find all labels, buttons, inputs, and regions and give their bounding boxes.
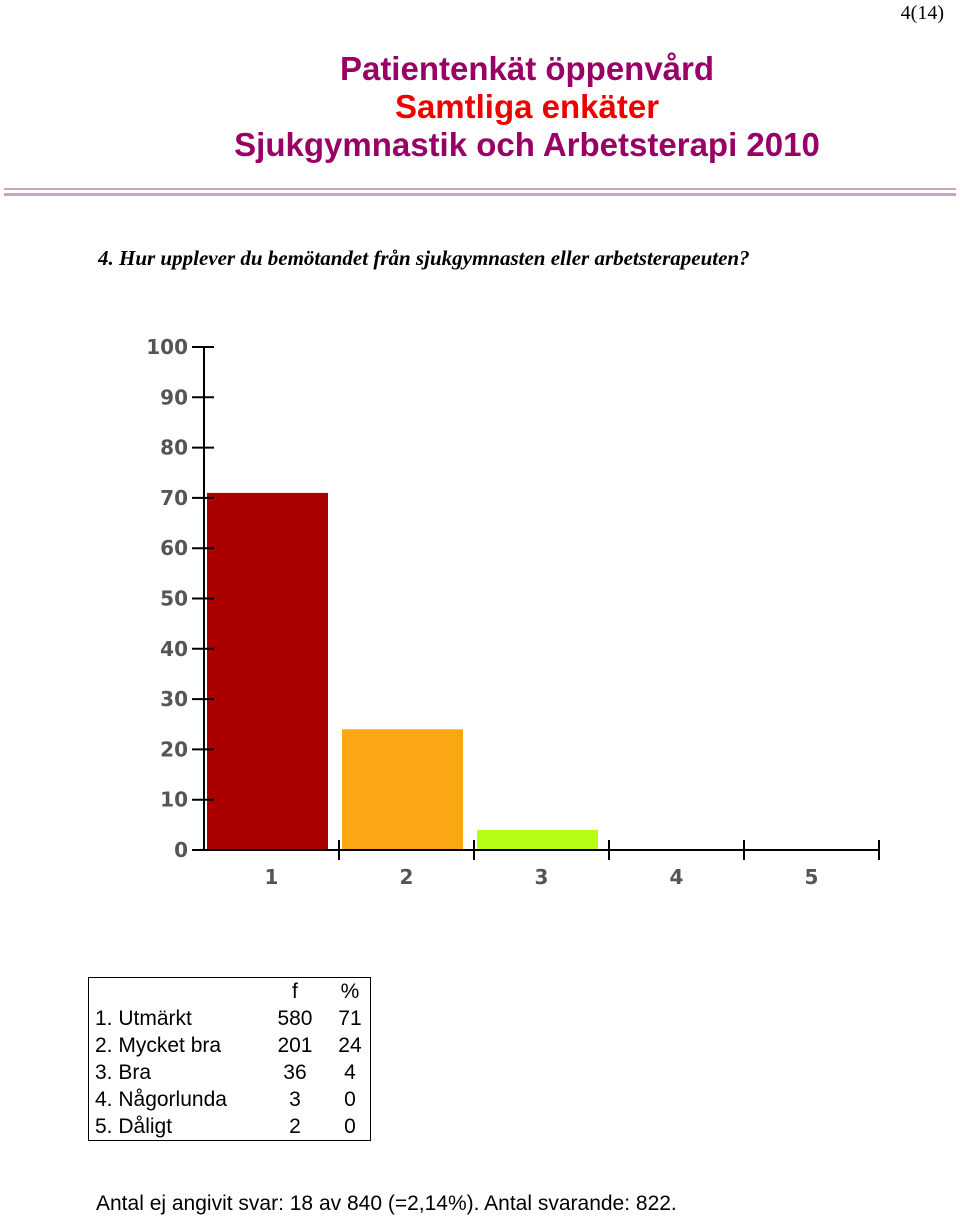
x-tick-label-5: 5 <box>805 865 819 889</box>
question-text: 4. Hur upplever du bemötandet från sjukg… <box>98 246 750 270</box>
y-tick-label-80: 80 <box>160 436 188 460</box>
table-header-row: f% <box>89 978 371 1006</box>
bar-3 <box>477 829 598 850</box>
table-row: 4. Någorlunda 3 0 <box>89 1086 371 1113</box>
y-tick-label-0: 0 <box>174 838 188 862</box>
bar-chart: 0 10 20 30 40 50 60 70 80 90 100 1 2 3 4 5 <box>146 335 880 889</box>
report-department: Sjukgymnastik och Arbetsterapi 2010 <box>234 126 820 163</box>
table-cell-value: 0 <box>344 1115 356 1138</box>
table-cell-value: 36 <box>283 1061 307 1084</box>
table-cell-value: f <box>292 980 298 1003</box>
header-divider-bottom <box>4 193 956 196</box>
y-tick-label-60: 60 <box>160 536 188 560</box>
table-cell-label: 3. Bra <box>95 1061 152 1084</box>
y-tick-label-70: 70 <box>160 486 188 510</box>
y-tick-label-100: 100 <box>146 335 188 359</box>
y-tick-label-30: 30 <box>160 687 188 711</box>
table-cell-value: 2 <box>289 1115 301 1138</box>
bar-2 <box>342 729 463 850</box>
response-summary: Antal ej angivit svar: 18 av 840 (=2,14%… <box>96 1192 677 1215</box>
table-cell-value: % <box>340 980 360 1003</box>
y-tick-label-90: 90 <box>160 385 188 409</box>
table-cell-value: 4 <box>344 1061 356 1084</box>
table-cell-value: 3 <box>289 1088 301 1111</box>
x-tick-label-1: 1 <box>265 865 279 889</box>
table-cell-value: 580 <box>277 1007 313 1030</box>
frequency-table: f% 1. Utmärkt 580 71 2. Mycket bra 201 24 3. Br… <box>88 977 371 1141</box>
table-cell-value: 0 <box>344 1088 356 1111</box>
y-tick-label-50: 50 <box>160 587 188 611</box>
table-row: 1. Utmärkt 580 71 <box>89 1005 371 1032</box>
x-tick-label-3: 3 <box>535 865 549 889</box>
report-title: Patientenkät öppenvård <box>339 50 715 87</box>
page-number: 4(14) <box>900 2 944 24</box>
header-divider-top <box>4 188 956 190</box>
bar-1 <box>207 492 328 850</box>
x-tick-label-2: 2 <box>400 865 414 889</box>
table-cell-label: 1. Utmärkt <box>95 1007 192 1030</box>
table-row: 3. Bra 36 4 <box>89 1059 371 1086</box>
table-row: 2. Mycket bra 201 24 <box>89 1032 371 1059</box>
table-cell-value: 24 <box>338 1034 362 1057</box>
y-tick-label-40: 40 <box>160 637 188 661</box>
y-tick-label-20: 20 <box>160 737 188 761</box>
table-cell-label: 2. Mycket bra <box>95 1034 222 1057</box>
table-cell-value: 71 <box>338 1007 362 1030</box>
table-cell-value: 201 <box>277 1034 313 1057</box>
y-tick-label-10: 10 <box>160 788 188 812</box>
x-tick-label-4: 4 <box>670 865 684 889</box>
table-cell-label <box>89 978 261 1006</box>
table-cell-label: 4. Någorlunda <box>95 1088 227 1111</box>
table-cell-label: 5. Dåligt <box>95 1115 173 1138</box>
table-row: 5. Dåligt 2 0 <box>89 1113 371 1141</box>
report-subtitle: Samtliga enkäter <box>394 88 660 125</box>
